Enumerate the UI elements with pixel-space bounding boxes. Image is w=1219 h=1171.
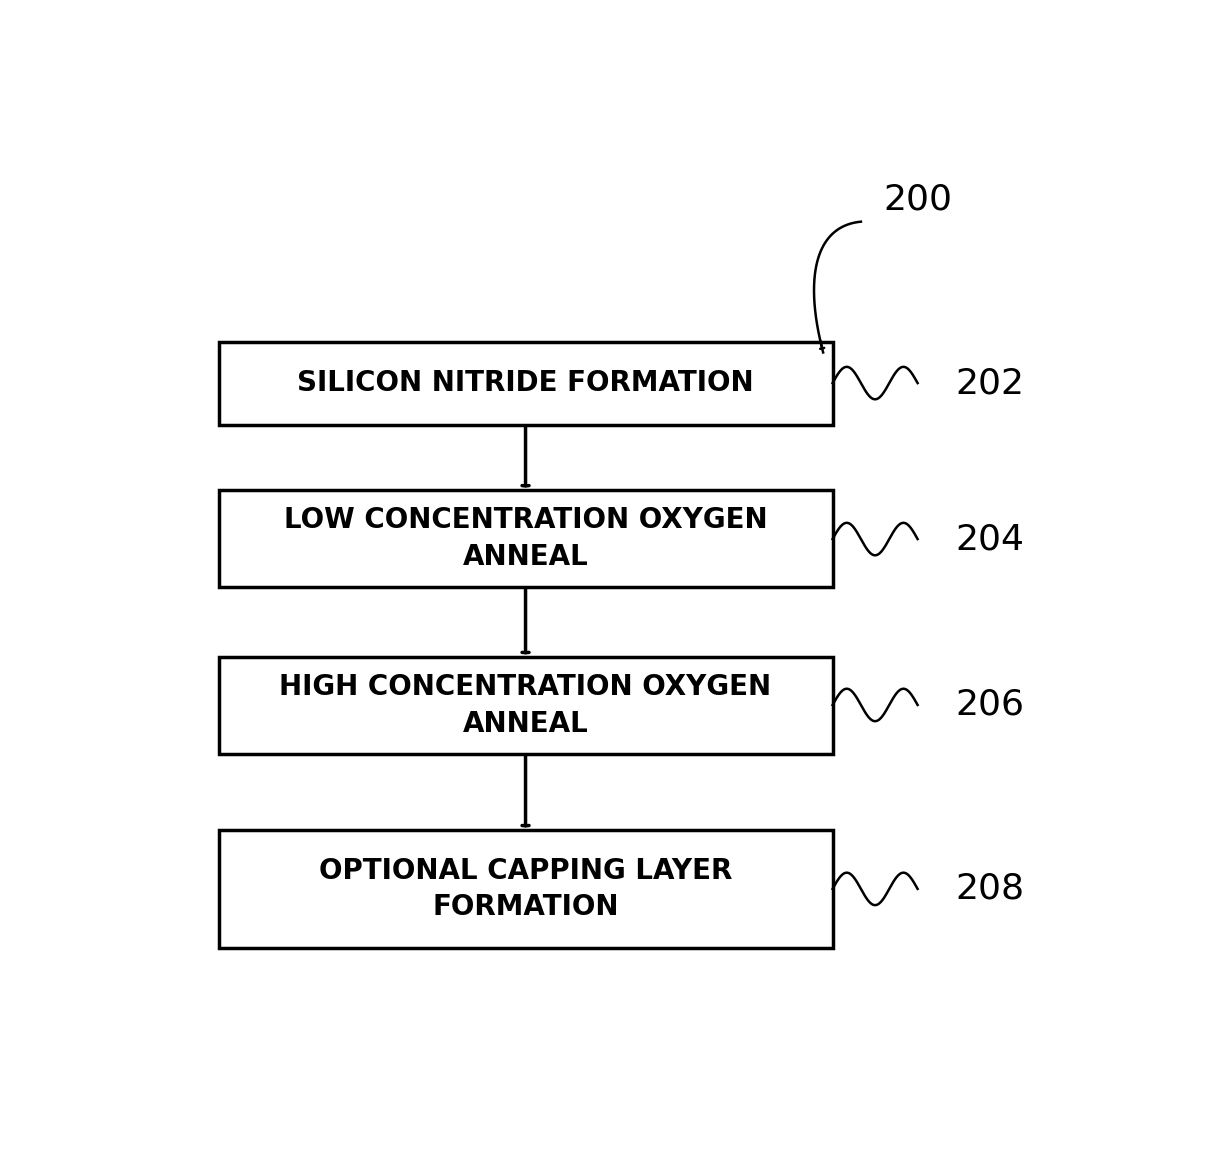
Text: 202: 202 — [956, 367, 1024, 400]
Text: 208: 208 — [956, 872, 1024, 906]
Bar — [218, 491, 833, 587]
Text: 204: 204 — [956, 522, 1024, 556]
Text: LOW CONCENTRATION OXYGEN
ANNEAL: LOW CONCENTRATION OXYGEN ANNEAL — [284, 506, 767, 571]
Text: 206: 206 — [956, 689, 1024, 723]
Bar — [218, 830, 833, 947]
Bar — [218, 342, 833, 425]
Bar — [218, 657, 833, 754]
Text: 200: 200 — [883, 183, 952, 217]
Text: OPTIONAL CAPPING LAYER
FORMATION: OPTIONAL CAPPING LAYER FORMATION — [319, 856, 733, 922]
Text: SILICON NITRIDE FORMATION: SILICON NITRIDE FORMATION — [297, 369, 753, 397]
Text: HIGH CONCENTRATION OXYGEN
ANNEAL: HIGH CONCENTRATION OXYGEN ANNEAL — [279, 673, 772, 738]
